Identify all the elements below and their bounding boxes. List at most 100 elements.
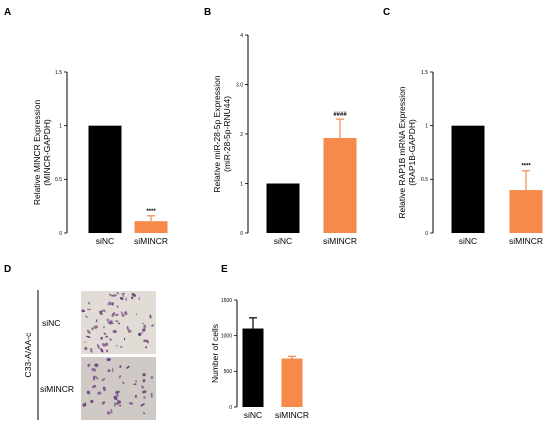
stained-cell	[143, 396, 146, 399]
stained-cell	[88, 308, 91, 311]
stained-cell	[110, 408, 113, 414]
stained-cell	[111, 312, 116, 317]
y-tick-label: 1	[240, 181, 243, 187]
stained-cell	[133, 383, 137, 386]
stained-cell	[135, 313, 138, 316]
y-tick-label: 1	[59, 123, 62, 129]
stained-cell	[102, 386, 106, 391]
y-tick-label: 4	[240, 33, 243, 39]
chart-e: 0 500 1000 1500 Number of cells siNC siMINCR	[210, 298, 309, 420]
stained-cell	[95, 319, 98, 323]
stained-cell	[142, 412, 146, 414]
stained-cell	[142, 322, 144, 325]
micrograph-sinc	[81, 291, 156, 354]
stained-cell	[120, 345, 123, 348]
stained-cell	[141, 390, 147, 394]
stained-cell	[122, 295, 125, 297]
y-tick-label: 1500	[221, 298, 232, 304]
stained-cell	[107, 301, 111, 306]
stained-cell	[125, 297, 127, 302]
stained-cell	[116, 393, 119, 397]
stained-cell	[135, 380, 137, 383]
stained-cell	[150, 375, 154, 380]
x-tick-label-sinc: siNC	[244, 410, 262, 420]
stained-cell	[137, 332, 142, 337]
stained-cell	[141, 331, 143, 334]
stained-cell	[90, 349, 93, 353]
y-axis-label: (MINCR-GAPDH)	[42, 119, 52, 186]
stained-cell	[127, 329, 132, 333]
stained-cell	[145, 346, 148, 349]
bar-sinc	[266, 183, 300, 233]
stained-cell	[100, 348, 104, 353]
x-tick-label-simincr: siMINCR	[275, 410, 309, 420]
y-tick-label: 0.5	[421, 177, 428, 183]
stained-cell	[85, 315, 89, 319]
stained-cell	[108, 293, 113, 297]
stained-cell	[151, 392, 153, 398]
stained-cell	[89, 348, 93, 350]
panel-d-row-label-siMINCR: siMINCR	[40, 384, 74, 394]
stained-cell	[86, 335, 91, 338]
x-tick-label-sinc: siNC	[274, 236, 292, 246]
stained-cell	[87, 363, 91, 367]
significance-marker: ####	[333, 112, 347, 118]
y-tick-label: 1.5	[421, 70, 428, 76]
panel-d-micrographs: C33-A/AA-c siNC siMINCR	[23, 290, 156, 420]
stained-cell	[115, 313, 119, 316]
y-tick-label: 1000	[221, 333, 232, 339]
bar-simincr	[323, 137, 357, 233]
stained-cell	[143, 339, 148, 343]
stained-cell	[84, 402, 87, 407]
stained-cell	[128, 402, 134, 405]
y-tick-label: 1	[425, 123, 428, 129]
stained-cell	[112, 329, 117, 334]
stained-cell	[151, 324, 154, 327]
y-tick-label: 1.5	[55, 70, 62, 76]
y-axis-label: Relative MINCR Expression	[32, 100, 42, 206]
stained-cell	[109, 338, 113, 341]
y-axis-label: Number of cells	[210, 324, 220, 383]
stained-cell	[104, 342, 109, 347]
stained-cell	[113, 402, 117, 407]
stained-cell	[130, 296, 134, 300]
stained-cell	[117, 322, 120, 325]
stained-cell	[87, 308, 89, 311]
stained-cell	[149, 314, 152, 319]
y-axis-label: Relative RAP1B mRNA Expression	[397, 86, 407, 219]
stained-cell	[103, 332, 107, 335]
stained-cell	[106, 318, 110, 322]
stained-cell	[109, 302, 113, 306]
y-tick-label: 2	[240, 132, 243, 138]
significance-marker: ****	[521, 164, 531, 170]
stained-cell	[106, 411, 111, 415]
stained-cell	[116, 291, 120, 295]
y-tick-label: 0.5	[55, 177, 62, 183]
y-tick-label: 3.0	[236, 82, 243, 88]
bar-sinc	[88, 125, 122, 233]
panel-d-cell-line-label: C33-A/AA-c	[23, 332, 33, 378]
stained-cell	[92, 384, 97, 389]
stained-cell	[107, 369, 111, 373]
stained-cell	[94, 363, 98, 366]
stained-cell	[126, 325, 129, 331]
chart-c: 0 0.5 1 1.5 Relative RAP1B mRNA Expression (R…	[397, 70, 543, 246]
stained-cell	[121, 292, 125, 295]
x-tick-label-simincr: siMINCR	[323, 236, 357, 246]
stained-cell	[81, 309, 85, 313]
x-tick-label-simincr: siMINCR	[134, 236, 168, 246]
stained-cell	[143, 324, 147, 329]
stained-cell	[106, 349, 109, 353]
x-tick-label-simincr: siMINCR	[509, 236, 543, 246]
stained-cell	[115, 390, 120, 394]
stained-cell	[106, 358, 111, 362]
stained-cell	[84, 346, 88, 351]
stained-cell	[126, 365, 130, 369]
stained-cell	[138, 297, 140, 301]
stained-cell	[100, 336, 103, 340]
panel-letter-c: C	[383, 7, 390, 18]
stained-cell	[111, 294, 117, 297]
stained-cell	[93, 375, 95, 381]
panel-letter-d: D	[4, 264, 11, 275]
panel-d-row-label-sinc: siNC	[42, 318, 60, 328]
